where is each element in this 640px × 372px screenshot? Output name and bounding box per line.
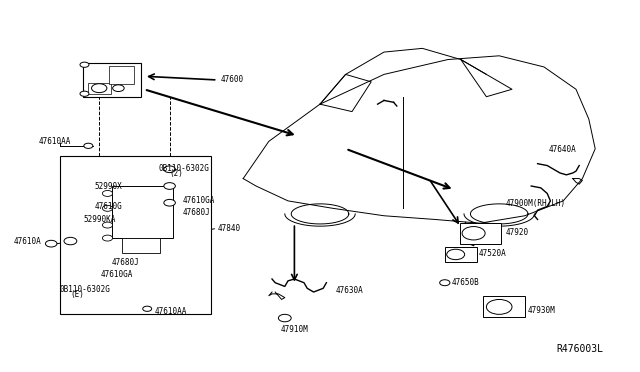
Text: 47910M: 47910M	[280, 325, 308, 334]
Text: 47650B: 47650B	[452, 278, 479, 287]
Text: 47610GA: 47610GA	[182, 196, 215, 205]
Circle shape	[462, 227, 485, 240]
Text: (E): (E)	[70, 290, 84, 299]
Circle shape	[278, 314, 291, 322]
Text: 47610AA: 47610AA	[155, 307, 188, 316]
Text: 47640A: 47640A	[549, 145, 577, 154]
Circle shape	[164, 199, 175, 206]
Text: 47520A: 47520A	[479, 249, 506, 258]
Text: 0B110-6302G: 0B110-6302G	[159, 164, 209, 173]
Text: 0B110-6302G: 0B110-6302G	[60, 285, 110, 294]
Bar	[460, 223, 501, 244]
Text: 47630A: 47630A	[336, 286, 364, 295]
Bar	[83, 63, 141, 97]
Text: (2): (2)	[170, 169, 184, 178]
Bar	[445, 247, 477, 262]
Text: 47840: 47840	[218, 224, 241, 233]
Text: 47680J: 47680J	[182, 208, 210, 217]
Circle shape	[440, 280, 450, 286]
Text: 47610A: 47610A	[14, 237, 42, 246]
Circle shape	[64, 237, 77, 245]
Text: 47610G: 47610G	[95, 202, 122, 211]
Circle shape	[92, 84, 107, 93]
Circle shape	[45, 240, 57, 247]
Bar	[483, 296, 525, 317]
Text: 47920: 47920	[506, 228, 529, 237]
Circle shape	[164, 166, 175, 173]
Circle shape	[143, 306, 152, 311]
Text: 52990KA: 52990KA	[83, 215, 116, 224]
Circle shape	[113, 85, 124, 92]
Circle shape	[84, 143, 93, 148]
Text: 47610GA: 47610GA	[101, 270, 134, 279]
Circle shape	[447, 249, 465, 260]
Circle shape	[486, 299, 512, 314]
Text: 47600: 47600	[221, 76, 244, 84]
Text: 52990X: 52990X	[95, 182, 122, 191]
Text: R476003L: R476003L	[557, 344, 604, 354]
Bar	[112, 186, 173, 238]
Circle shape	[102, 222, 113, 228]
Circle shape	[80, 62, 89, 67]
Bar	[122, 238, 160, 253]
Circle shape	[102, 235, 113, 241]
Bar	[88, 83, 111, 94]
Text: 47610AA: 47610AA	[38, 137, 71, 146]
Circle shape	[80, 91, 89, 96]
Circle shape	[102, 190, 113, 196]
Text: 47680J: 47680J	[112, 258, 140, 267]
Circle shape	[102, 205, 113, 211]
Bar	[109, 66, 134, 84]
Bar	[60, 156, 211, 314]
Text: 47900M(RH,LH): 47900M(RH,LH)	[506, 199, 566, 208]
Circle shape	[164, 183, 175, 189]
Text: 47930M: 47930M	[527, 306, 555, 315]
